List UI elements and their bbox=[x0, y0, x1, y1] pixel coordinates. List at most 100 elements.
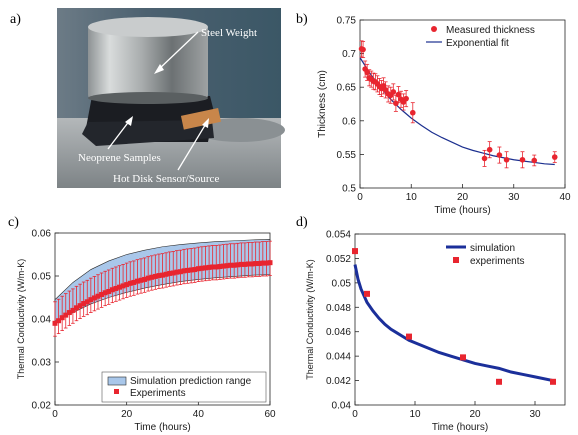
legend-box bbox=[101, 371, 267, 403]
data-point bbox=[66, 310, 72, 316]
y-tick-label: 0.046 bbox=[326, 327, 351, 338]
data-point bbox=[192, 267, 198, 273]
panel-letter-b: b) bbox=[296, 12, 308, 27]
data-point bbox=[393, 100, 399, 107]
data-point bbox=[519, 156, 526, 163]
steel-weight-base bbox=[88, 92, 208, 104]
legend-label: Exponential fit bbox=[446, 38, 509, 49]
x-tick-label: 30 bbox=[529, 409, 541, 420]
data-point bbox=[551, 154, 558, 160]
panel-letter-d: d) bbox=[296, 215, 308, 230]
table-plate bbox=[195, 118, 285, 142]
data-point bbox=[88, 297, 94, 303]
x-tick-label: 0 bbox=[357, 192, 363, 203]
data-point bbox=[145, 275, 151, 281]
y-tick-label: 0.04 bbox=[32, 315, 52, 326]
data-point bbox=[246, 261, 251, 267]
data-point bbox=[138, 277, 144, 283]
data-point bbox=[174, 269, 180, 275]
data-point bbox=[181, 268, 187, 274]
simulation-line bbox=[353, 264, 554, 383]
data-point bbox=[102, 290, 108, 296]
y-tick-label: 0.75 bbox=[337, 16, 357, 27]
data-point bbox=[228, 262, 234, 268]
photo-panel: Steel Weight Neoprene Samples Hot Disk S… bbox=[57, 8, 285, 188]
data-point bbox=[364, 290, 370, 297]
legend-label: Experiments bbox=[130, 388, 186, 399]
data-point bbox=[206, 264, 212, 270]
data-point bbox=[267, 260, 273, 266]
y-axis-label: Thickness (cm) bbox=[317, 70, 328, 138]
legend-swatch bbox=[107, 376, 127, 386]
data-point bbox=[77, 303, 83, 309]
data-point bbox=[203, 265, 208, 271]
data-point bbox=[134, 278, 140, 284]
data-point bbox=[238, 261, 244, 267]
y-tick-label: 0.06 bbox=[32, 229, 52, 240]
data-point bbox=[156, 273, 162, 279]
data-point bbox=[403, 95, 409, 102]
y-tick-label: 0.054 bbox=[326, 230, 351, 241]
arrow-weight-head bbox=[154, 64, 164, 74]
x-tick-label: 0 bbox=[52, 409, 58, 420]
data-point bbox=[177, 269, 183, 275]
data-point bbox=[81, 301, 87, 307]
legend-label: experiments bbox=[470, 256, 524, 267]
x-axis-label: Time (hours) bbox=[434, 205, 490, 216]
arrow-samples-head bbox=[125, 116, 133, 126]
data-point bbox=[124, 282, 130, 288]
data-point bbox=[91, 295, 97, 301]
panel-letter-a: a) bbox=[10, 12, 21, 27]
data-point bbox=[503, 156, 510, 163]
data-point bbox=[253, 261, 259, 267]
y-tick-label: 0.03 bbox=[32, 358, 52, 369]
y-tick-label: 0.042 bbox=[326, 376, 351, 387]
label-steel-weight: Steel Weight bbox=[201, 27, 257, 39]
data-point bbox=[406, 333, 412, 340]
data-point bbox=[170, 270, 176, 276]
data-point bbox=[550, 378, 556, 385]
data-point bbox=[263, 260, 269, 266]
data-point bbox=[106, 288, 112, 294]
y-tick-label: 0.044 bbox=[326, 352, 351, 363]
arrow-sensor-head bbox=[202, 118, 209, 128]
data-point bbox=[390, 89, 397, 95]
data-point bbox=[460, 354, 466, 361]
data-point bbox=[352, 248, 358, 255]
legend-label: Measured thickness bbox=[446, 25, 535, 36]
chart-conductivity-range: 0 20 40 60 0.02 0.03 0.04 0.05 0.06 Time (hours) T… bbox=[16, 229, 276, 434]
data-point bbox=[409, 109, 416, 116]
arrow-sensor bbox=[177, 121, 208, 171]
legend-marker bbox=[114, 389, 119, 394]
x-tick-label: 0 bbox=[352, 409, 358, 420]
y-axis-label: Thermal Conductivity (W/m-K) bbox=[305, 259, 315, 380]
x-tick-label: 30 bbox=[508, 192, 520, 203]
data-point bbox=[163, 271, 169, 277]
panel-letter-c: c) bbox=[8, 215, 19, 230]
steel-weight bbox=[88, 25, 208, 99]
y-tick-label: 0.65 bbox=[337, 83, 357, 94]
x-tick-label: 40 bbox=[559, 192, 571, 203]
data-point bbox=[131, 279, 137, 285]
data-point bbox=[113, 285, 119, 291]
y-tick-label: 0.6 bbox=[342, 116, 356, 127]
data-point bbox=[364, 69, 370, 76]
y-tick-label: 0.02 bbox=[32, 401, 52, 412]
y-tick-label: 0.5 bbox=[342, 184, 356, 195]
legend-marker bbox=[431, 26, 437, 32]
data-point bbox=[260, 260, 266, 266]
data-point bbox=[235, 262, 241, 268]
hot-disk-sensor bbox=[180, 107, 222, 130]
data-point bbox=[213, 264, 219, 270]
data-point bbox=[56, 318, 62, 324]
data-point bbox=[63, 312, 69, 318]
x-tick-label: 10 bbox=[406, 192, 418, 203]
data-point bbox=[256, 261, 262, 267]
data-point bbox=[382, 87, 389, 93]
data-point bbox=[217, 264, 223, 270]
data-point bbox=[95, 293, 101, 299]
data-point bbox=[167, 270, 173, 276]
data-point bbox=[142, 276, 148, 282]
data-point bbox=[188, 267, 194, 273]
data-point bbox=[99, 291, 105, 297]
